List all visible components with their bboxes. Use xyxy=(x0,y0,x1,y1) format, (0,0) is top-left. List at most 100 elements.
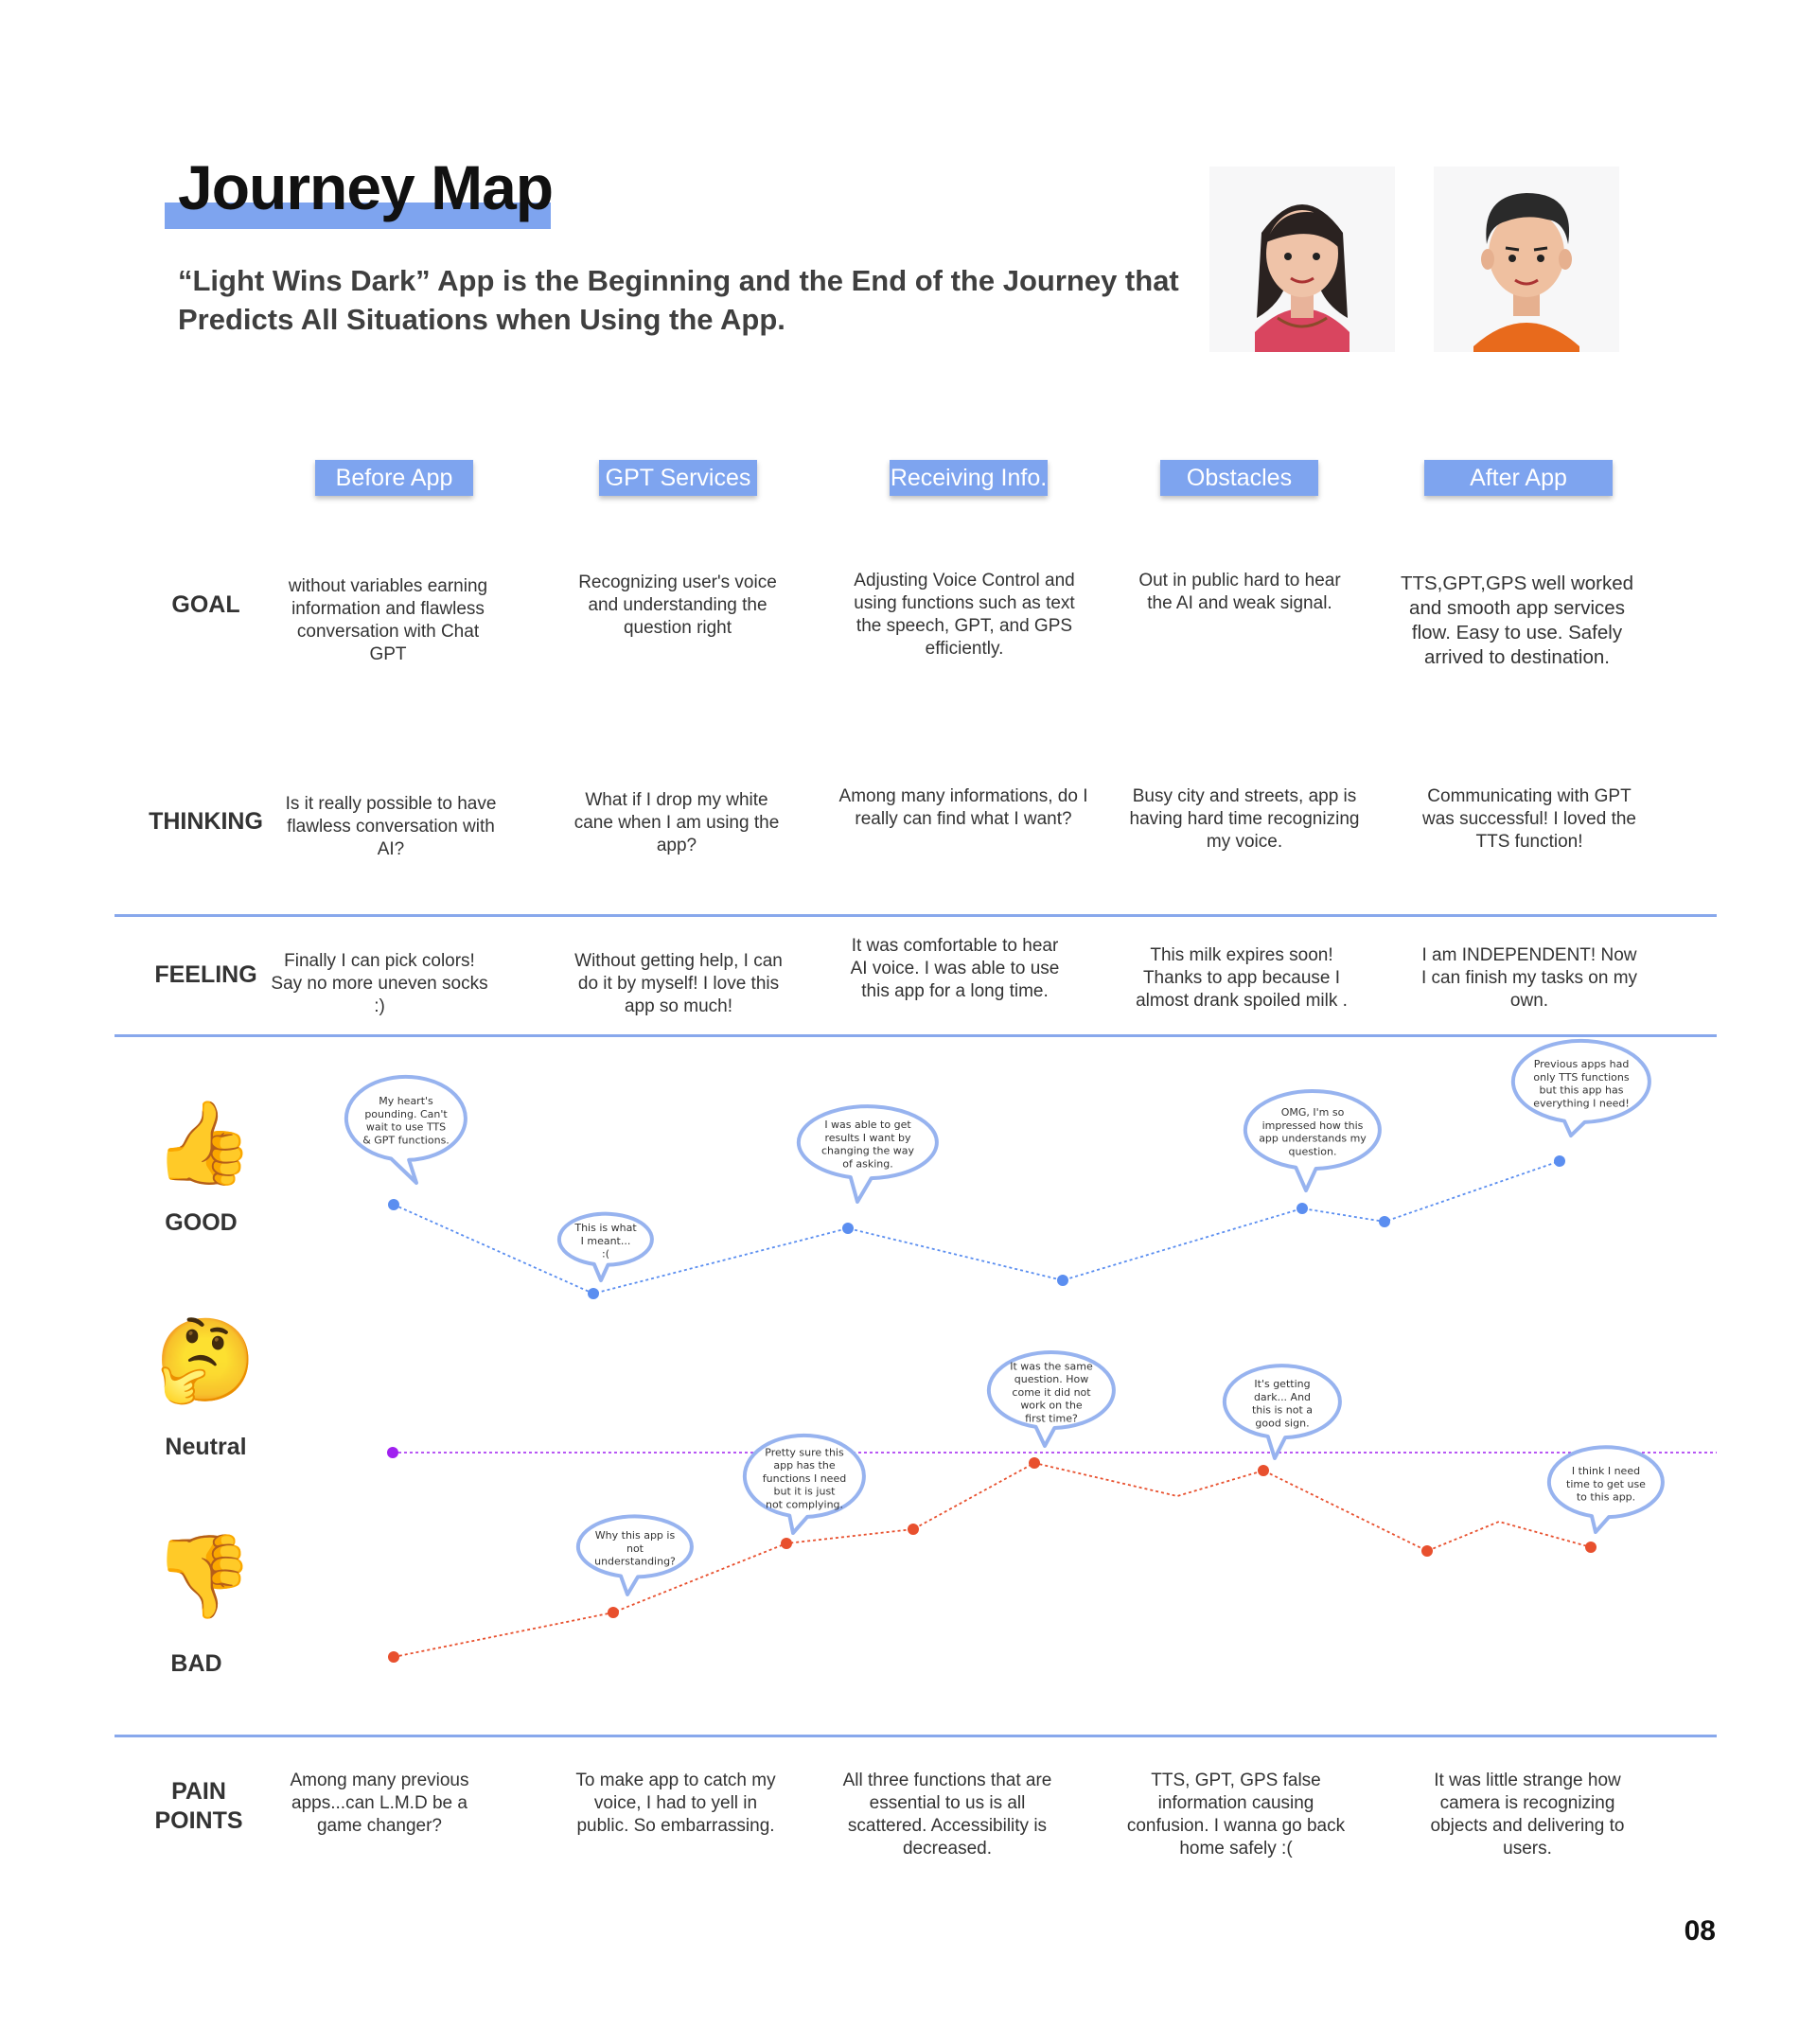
good-bubble-3-text: results I want by xyxy=(824,1132,911,1144)
bad-bubble-5-shape xyxy=(1546,1445,1665,1534)
good-bubble-2-text: This is what xyxy=(573,1222,637,1234)
feeling-cell-after-app: I am INDEPENDENT! Now I can finish my ta… xyxy=(1420,945,1638,1011)
page-subtitle: “Light Wins Dark” App is the Beginning a… xyxy=(178,261,1181,339)
woman-avatar-illustration xyxy=(1255,204,1350,352)
thumbs-down-icon: 👎 xyxy=(152,1531,255,1622)
bad-bubble-4-shape xyxy=(1222,1364,1342,1460)
bad-point xyxy=(388,1651,399,1663)
thinking-face-icon: 🤔 xyxy=(154,1315,256,1406)
bad-point xyxy=(1421,1545,1433,1557)
good-point xyxy=(588,1288,599,1299)
page-number: 08 xyxy=(1684,1915,1716,1947)
bad-bubble-5-text: I think I need xyxy=(1572,1465,1640,1477)
emotion-label-neutral: Neutral xyxy=(165,1434,247,1460)
bad-bubble-2-shape xyxy=(742,1433,866,1535)
goal-cell-obstacles: Out in public hard to hear the AI and we… xyxy=(1138,571,1341,613)
bad-point xyxy=(781,1538,792,1549)
feeling-cell-before-app: Finally I can pick colors! Say no more u… xyxy=(271,951,488,1016)
good-bubble-5-text: Previous apps had xyxy=(1534,1058,1630,1070)
bad-point xyxy=(1258,1465,1269,1476)
pain-cell-after-app: It was little strange how camera is reco… xyxy=(1430,1771,1625,1859)
good-point xyxy=(388,1199,399,1210)
bad-point xyxy=(1585,1542,1596,1553)
pain-cell-gpt-services: To make app to catch my voice, I had to … xyxy=(575,1771,776,1836)
good-bubble-3-shape xyxy=(796,1104,939,1204)
good-bubble-5-text: only TTS functions xyxy=(1533,1071,1629,1084)
bad-line xyxy=(393,1462,1592,1658)
thinking-cell-obstacles: Busy city and streets, app is having har… xyxy=(1129,786,1360,852)
feeling-cell-receiving-info: It was comfortable to hear AI voice. I w… xyxy=(850,936,1060,1001)
divider-top-feeling xyxy=(115,914,1717,917)
good-bubble-4-text: impressed how this xyxy=(1262,1119,1364,1132)
subtitle-line-1: “Light Wins Dark” App is the Beginning a… xyxy=(178,264,1179,297)
pain-cell-obstacles: TTS, GPT, GPS false information causing … xyxy=(1126,1771,1346,1859)
good-bubble-1-shape xyxy=(344,1074,467,1185)
stage-gpt-services: GPT Services xyxy=(599,460,757,496)
good-bubble-5-text: but this app has xyxy=(1540,1084,1624,1097)
good-bubble-4-text: app understands my xyxy=(1259,1133,1367,1145)
good-bubble-2-text: :( xyxy=(602,1248,609,1260)
bad-bubble-3-shape xyxy=(986,1350,1116,1448)
bad-bubble-4-text: good sign. xyxy=(1255,1417,1309,1429)
emotion-label-bad: BAD xyxy=(170,1650,222,1677)
thumbs-up-icon: 👍 xyxy=(152,1098,255,1189)
bad-bubble-4-text: dark... And xyxy=(1254,1391,1311,1403)
row-label-thinking: THINKING xyxy=(149,808,263,835)
row-label-pain-points: PAIN POINTS xyxy=(142,1777,256,1836)
feeling-cell-gpt-services: Without getting help, I can do it by mys… xyxy=(574,951,783,1016)
bad-bubble-3-text: It was the same xyxy=(1010,1360,1093,1372)
man-avatar-illustration xyxy=(1473,193,1579,352)
stage-receiving-info: Receiving Info. xyxy=(890,460,1048,496)
good-bubble-4-shape xyxy=(1243,1089,1382,1192)
row-label-pain-line-2: POINTS xyxy=(154,1807,243,1834)
bad-bubble-4-text: this is not a xyxy=(1252,1404,1313,1417)
good-bubble-1-text: pounding. Can't xyxy=(364,1108,448,1120)
bad-bubble-2-text: app has the xyxy=(773,1459,835,1471)
good-bubble-2-text: I meant... xyxy=(581,1235,631,1247)
good-bubble-3-text: of asking. xyxy=(842,1157,892,1170)
goal-cell-gpt-services: Recognizing user's voice and understandi… xyxy=(578,573,777,638)
divider-bottom-feeling xyxy=(115,1034,1717,1037)
bad-bubble-3-text: work on the xyxy=(1020,1400,1083,1412)
goal-cell-after-app: TTS,GPT,GPS well worked and smooth app s… xyxy=(1400,573,1634,668)
thinking-cell-before-app: Is it really possible to have flawless c… xyxy=(285,794,497,859)
good-point xyxy=(1057,1275,1068,1286)
bad-bubble-1-text: not xyxy=(626,1542,644,1555)
bad-bubble-2-text: not complying. xyxy=(766,1498,843,1510)
bad-bubble-2-text: functions I need xyxy=(763,1472,846,1485)
bad-bubble-3-text: question. How xyxy=(1014,1373,1089,1385)
page-title: Journey Map xyxy=(178,152,554,222)
bad-point xyxy=(608,1607,619,1618)
good-bubble-5-shape xyxy=(1510,1038,1651,1137)
good-point xyxy=(1297,1203,1308,1214)
stage-before-app: Before App xyxy=(315,460,473,496)
neutral-start-point xyxy=(387,1447,398,1458)
subtitle-line-2: Predicts All Situations when Using the A… xyxy=(178,303,785,336)
bad-bubble-2-text: Pretty sure this xyxy=(765,1446,844,1458)
thinking-cell-after-app: Communicating with GPT was successful! I… xyxy=(1422,786,1636,852)
bad-point xyxy=(1029,1457,1040,1469)
bad-bubble-4-text: It's getting xyxy=(1254,1378,1310,1390)
good-bubble-2-shape xyxy=(556,1211,654,1282)
goal-cell-receiving-info: Adjusting Voice Control and using functi… xyxy=(854,571,1075,659)
bad-bubble-2-text: but it is just xyxy=(774,1486,837,1498)
good-point xyxy=(1379,1216,1390,1227)
good-point xyxy=(1554,1155,1565,1167)
row-label-feeling: FEELING xyxy=(154,961,257,988)
row-label-goal: GOAL xyxy=(171,591,240,618)
good-bubble-1-text: wait to use TTS xyxy=(366,1121,446,1134)
good-bubble-1-text: & GPT functions. xyxy=(362,1134,450,1146)
pain-cell-before-app: Among many previous apps...can L.M.D be … xyxy=(290,1771,469,1836)
pain-cell-receiving-info: All three functions that are essential t… xyxy=(842,1771,1052,1859)
good-bubble-5-text: everything I need! xyxy=(1533,1097,1630,1109)
emotion-label-good: GOOD xyxy=(165,1209,238,1236)
woman-avatar xyxy=(1209,167,1395,352)
